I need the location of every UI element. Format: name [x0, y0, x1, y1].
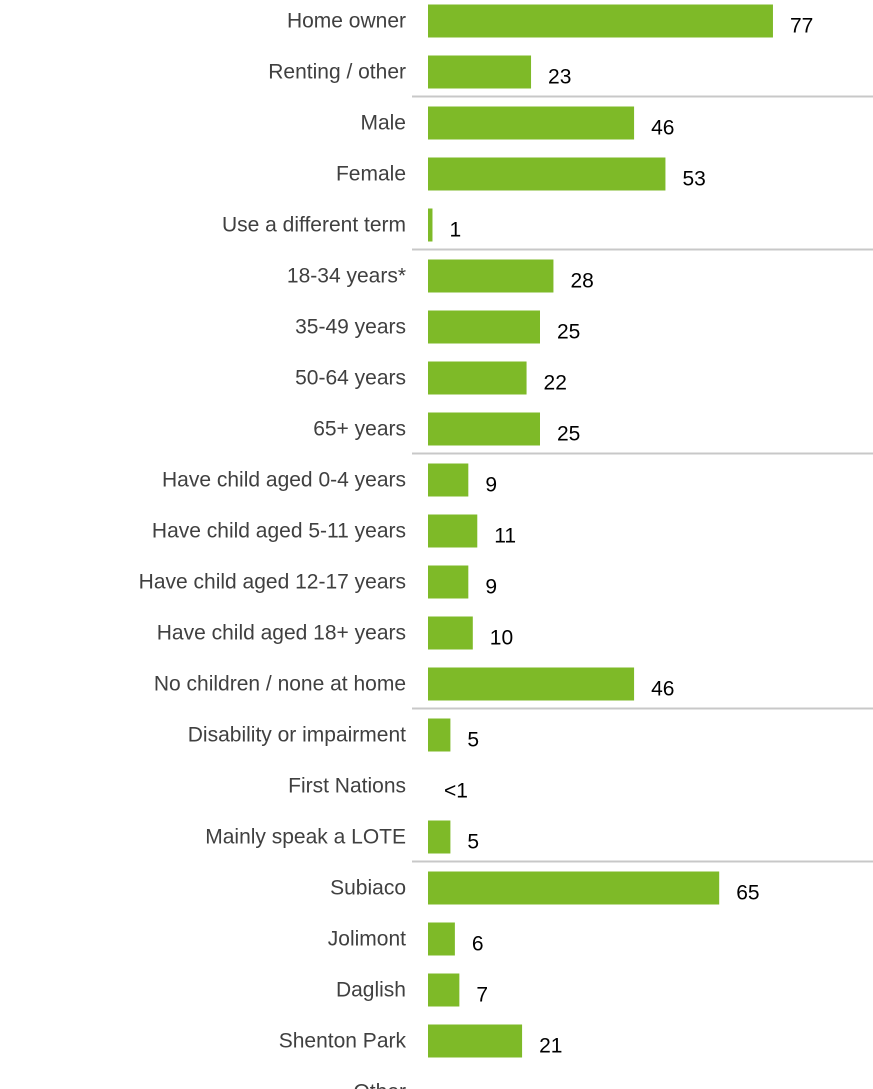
value-label-have-child-aged-0-4-years: 9	[485, 474, 497, 497]
bar-no-children-none-at-home	[428, 667, 635, 701]
value-label-subiaco: 65	[736, 882, 759, 905]
bar-subiaco	[428, 871, 720, 905]
value-label-35-49-years: 25	[557, 321, 580, 344]
value-label-50-64-years: 22	[544, 372, 567, 395]
value-label-disability-or-impairment: 5	[467, 729, 479, 752]
category-label-50-64-years: 50-64 years	[295, 367, 406, 390]
category-label-shenton-park: Shenton Park	[279, 1030, 407, 1053]
category-label-18-34-years: 18-34 years*	[287, 265, 406, 288]
bar-have-child-aged-0-4-years	[428, 463, 469, 497]
value-label-have-child-aged-12-17-years: 9	[485, 576, 497, 599]
category-label-have-child-aged-5-11-years: Have child aged 5-11 years	[152, 520, 406, 543]
category-label-other: Other	[353, 1081, 406, 1089]
bar-65-years	[428, 412, 540, 446]
value-label-mainly-speak-a-lote: 5	[467, 831, 479, 854]
value-label-female: 53	[682, 168, 705, 191]
bar-50-64-years	[428, 361, 527, 395]
bar-home-owner	[428, 4, 773, 38]
category-label-no-children-none-at-home: No children / none at home	[154, 673, 406, 696]
bar-18-34-years	[428, 259, 554, 293]
bar-jolimont	[428, 922, 455, 956]
bar-mainly-speak-a-lote	[428, 820, 451, 854]
bar-have-child-aged-12-17-years	[428, 565, 469, 599]
value-label-renting-other: 23	[548, 66, 571, 89]
bar-shenton-park	[428, 1024, 523, 1058]
value-label-no-children-none-at-home: 46	[651, 678, 674, 701]
value-label-male: 46	[651, 117, 674, 140]
bar-35-49-years	[428, 310, 540, 344]
value-label-65-years: 25	[557, 423, 580, 446]
category-labels: Home owner Renting / other Male Female Use a…	[139, 10, 407, 1089]
value-label-shenton-park: 21	[539, 1035, 562, 1058]
value-label-other: <1	[444, 1086, 468, 1089]
value-labels: 77 23 46 53 1 28 25 22 25 9 11 9 10 46 5 <1 5 65 6 7 21 <1	[444, 15, 813, 1089]
bar-disability-or-impairment	[428, 718, 451, 752]
category-label-65-years: 65+ years	[313, 418, 406, 441]
value-label-have-child-aged-5-11-years: 11	[494, 525, 516, 548]
category-label-have-child-aged-18-years: Have child aged 18+ years	[157, 622, 406, 645]
category-label-daglish: Daglish	[336, 979, 406, 1002]
category-label-35-49-years: 35-49 years	[295, 316, 406, 339]
bars-layer	[428, 4, 773, 1058]
group-separators	[412, 95, 873, 863]
category-label-first-nations: First Nations	[288, 775, 406, 798]
category-label-renting-other: Renting / other	[268, 61, 406, 84]
category-label-have-child-aged-12-17-years: Have child aged 12-17 years	[139, 571, 406, 594]
category-label-mainly-speak-a-lote: Mainly speak a LOTE	[205, 826, 406, 849]
value-label-home-owner: 77	[790, 15, 813, 38]
category-label-have-child-aged-0-4-years: Have child aged 0-4 years	[162, 469, 406, 492]
bar-use-a-different-term	[428, 208, 433, 242]
value-label-use-a-different-term: 1	[449, 219, 461, 242]
value-label-first-nations: <1	[444, 780, 468, 803]
bar-renting-other	[428, 55, 532, 89]
category-label-use-a-different-term: Use a different term	[222, 214, 406, 237]
value-label-jolimont: 6	[472, 933, 484, 956]
category-label-home-owner: Home owner	[287, 10, 406, 33]
category-label-jolimont: Jolimont	[328, 928, 406, 951]
bar-female	[428, 157, 666, 191]
bar-daglish	[428, 973, 460, 1007]
value-label-18-34-years: 28	[570, 270, 593, 293]
category-label-male: Male	[360, 112, 406, 135]
category-label-disability-or-impairment: Disability or impairment	[188, 724, 406, 747]
value-label-have-child-aged-18-years: 10	[490, 627, 513, 650]
bar-have-child-aged-18-years	[428, 616, 473, 650]
value-label-daglish: 7	[476, 984, 488, 1007]
bar-male	[428, 106, 635, 140]
category-label-subiaco: Subiaco	[330, 877, 406, 900]
category-label-female: Female	[336, 163, 406, 186]
bar-have-child-aged-5-11-years	[428, 514, 478, 548]
